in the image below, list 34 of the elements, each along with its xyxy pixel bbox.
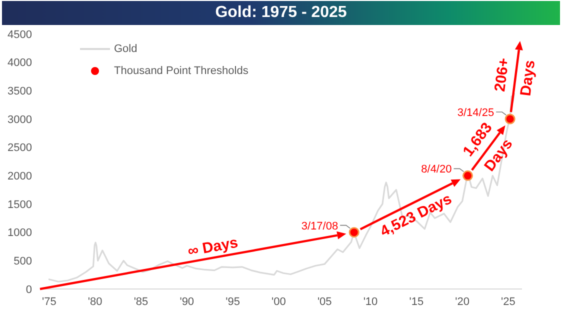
x-tick-label: '80 — [88, 296, 102, 308]
x-tick-label: '90 — [180, 296, 194, 308]
y-tick-label: 2500 — [8, 142, 32, 154]
legend-label: Thousand Point Thresholds — [114, 65, 248, 77]
x-tick-label: '20 — [455, 296, 470, 308]
annotation: 4,523 Days — [378, 190, 455, 240]
x-tick-label: '10 — [363, 296, 378, 308]
y-tick-label: 4500 — [8, 28, 32, 41]
line-series — [48, 92, 515, 282]
x-tick-label: '15 — [409, 296, 424, 308]
y-tick-label: 500 — [14, 256, 32, 268]
point — [462, 170, 474, 181]
y-tick-label: 4000 — [8, 57, 32, 70]
y-tick-label: 1500 — [8, 198, 32, 211]
point — [504, 114, 516, 124]
y-tick-label: 1000 — [8, 227, 32, 240]
chart-title: Gold: 1975 - 2025 — [215, 4, 347, 22]
x-tick-label: '00 — [272, 296, 286, 308]
x-tick-label: '95 — [226, 296, 240, 308]
annotation: ∞ Days — [186, 234, 240, 260]
y-tick-label: 2000 — [8, 170, 32, 183]
y-tick-label: 0 — [26, 284, 32, 296]
annotation: 3/17/08 — [301, 220, 338, 232]
x-tick-label: '85 — [134, 296, 148, 308]
annotation: 3/14/25 — [457, 107, 494, 119]
point — [348, 227, 360, 238]
annotation: 8/4/20 — [421, 164, 452, 176]
y-tick-label: 3000 — [8, 114, 32, 126]
legend-label: Gold — [114, 43, 138, 55]
y-tick-label: 3500 — [8, 86, 32, 98]
x-tick-label: '05 — [317, 296, 332, 308]
x-tick-label: '25 — [501, 296, 516, 308]
annotation: 206+ Days — [492, 56, 539, 97]
x-tick-label: '75 — [42, 296, 56, 308]
